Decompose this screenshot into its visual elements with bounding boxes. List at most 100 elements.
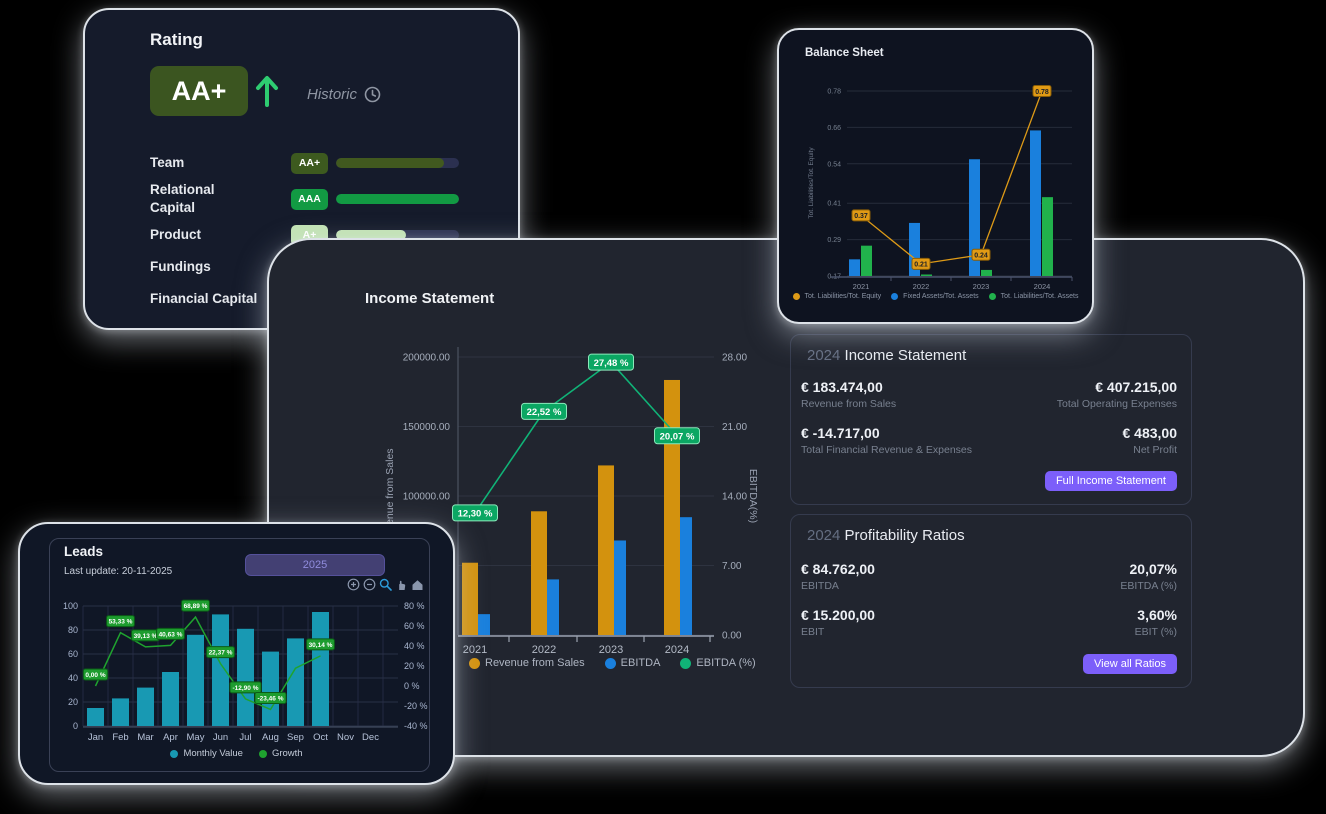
income-statement-chart: 200000.00150000.00100000.0050000.000.002… (384, 347, 759, 656)
zoom-in-icon[interactable] (347, 578, 360, 591)
svg-text:0.78: 0.78 (827, 89, 841, 96)
legend-item[interactable]: Tot. Liabilities/Tot. Assets (988, 293, 1078, 300)
svg-text:20,07 %: 20,07 % (660, 432, 695, 443)
historic-label: Historic (307, 86, 358, 103)
legend-item[interactable]: EBITDA (604, 657, 660, 669)
svg-text:May: May (187, 732, 205, 743)
svg-text:20 %: 20 % (404, 661, 425, 671)
bar-series (861, 197, 1053, 276)
legend-dot (604, 657, 616, 669)
rating-bar-fill (336, 230, 407, 241)
svg-text:2022: 2022 (913, 282, 930, 291)
metric-label: EBIT (801, 626, 825, 638)
bar (614, 540, 626, 635)
year-select-button[interactable]: 2025 (245, 554, 385, 576)
leads-chart: 100 80 60 40 20 0 80 % 60 % 40 % 20 % 0 % -20 % -40 … (63, 599, 428, 743)
svg-text:53,33 %: 53,33 % (109, 619, 133, 626)
svg-text:200000.00: 200000.00 (403, 353, 451, 364)
data-label (911, 257, 931, 270)
leads-panel-border (49, 538, 430, 772)
bar (664, 379, 680, 635)
rating-row: Fundings (150, 253, 462, 281)
svg-text:0.41: 0.41 (827, 201, 841, 208)
panel-title-text: Profitability Ratios (844, 527, 965, 544)
metric-value: € 183.474,00 (801, 379, 883, 395)
metric-value: € 483,00 (1122, 425, 1178, 441)
zoom-out-icon[interactable] (363, 578, 376, 591)
svg-text:0.54: 0.54 (827, 161, 841, 168)
svg-text:40 %: 40 % (404, 641, 425, 651)
svg-text:2023: 2023 (599, 644, 623, 656)
bar (237, 628, 254, 726)
svg-text:2022: 2022 (532, 644, 556, 656)
rating-title: Rating (150, 30, 203, 49)
data-label (106, 615, 135, 628)
svg-text:Revenue from Sales: Revenue from Sales (384, 448, 396, 543)
svg-text:0.00: 0.00 (722, 631, 742, 642)
bar (287, 638, 304, 726)
metric-label: EBITDA (801, 580, 839, 592)
svg-text:0.24: 0.24 (974, 253, 988, 260)
rating-bar-fill (336, 158, 445, 168)
legend-item[interactable]: EBITDA (%) (680, 657, 756, 669)
rating-bar-track (336, 194, 459, 205)
legend-item[interactable]: Growth (258, 748, 303, 759)
legend-dot (469, 657, 480, 669)
full-income-statement-button[interactable]: Full Income Statement (1044, 471, 1177, 491)
historic-link[interactable]: Historic (307, 86, 381, 103)
legend-item[interactable]: Revenue from Sales (469, 657, 585, 669)
legend-item[interactable]: Fixed Assets/Tot. Assets (891, 293, 979, 300)
metric-label: Net Profit (1133, 444, 1177, 456)
bar (531, 511, 547, 635)
panel-year: 2024 (807, 347, 841, 364)
legend-dot (170, 749, 179, 758)
svg-text:2021: 2021 (853, 282, 870, 291)
metric-label: EBIT (%) (1134, 626, 1177, 638)
panel-year: 2024 (807, 527, 841, 544)
rating-row: Team AA+ (150, 149, 462, 177)
box-zoom-icon[interactable] (379, 578, 392, 591)
bar (547, 579, 559, 635)
home-icon[interactable] (411, 578, 424, 591)
metric: 3,60% EBIT (%) (947, 607, 1177, 638)
svg-text:0 %: 0 % (404, 681, 420, 691)
svg-text:80: 80 (68, 625, 78, 635)
svg-text:40: 40 (68, 673, 78, 683)
bar (1042, 197, 1053, 276)
last-update-label: Last update: 20-11-2025 (64, 566, 173, 577)
rating-bar-fill (336, 194, 459, 205)
data-label (306, 638, 335, 651)
svg-text:100: 100 (63, 601, 78, 611)
bar (162, 672, 179, 726)
svg-text:22,52 %: 22,52 % (527, 407, 562, 418)
metric: € 407.215,00 Total Operating Expenses (947, 379, 1177, 410)
svg-text:Feb: Feb (112, 732, 128, 743)
bar-series (849, 130, 1041, 276)
view-all-ratios-button[interactable]: View all Ratios (1083, 654, 1177, 674)
legend-dot (891, 293, 899, 300)
bar (849, 259, 860, 276)
chart-toolbar (347, 578, 424, 591)
legend-item[interactable]: Monthly Value (170, 748, 243, 759)
svg-text:2024: 2024 (1034, 282, 1051, 291)
svg-text:21.00: 21.00 (722, 422, 747, 433)
rating-grade-badge: AAA (291, 188, 328, 210)
legend-dot (988, 293, 996, 300)
leads-chart-legend: Monthly Value Growth (20, 748, 453, 759)
svg-text:Sep: Sep (287, 732, 304, 743)
pan-hand-icon[interactable] (395, 578, 408, 591)
bar-series (478, 517, 692, 635)
svg-text:Mar: Mar (137, 732, 153, 743)
income-summary-panel: 2024 Income Statement € 183.474,00 Reven… (790, 334, 1192, 505)
income-statement-title: Income Statement (365, 290, 495, 307)
data-label (452, 504, 498, 522)
legend-dot (792, 293, 800, 300)
svg-text:0: 0 (73, 721, 78, 731)
clock-icon (364, 86, 381, 103)
leads-title: Leads (64, 544, 104, 559)
bar (137, 687, 154, 726)
line-series (860, 90, 1043, 265)
legend-dot (258, 749, 267, 758)
legend-item[interactable]: Tot. Liabilities/Tot. Equity (792, 293, 881, 300)
data-label (82, 668, 109, 681)
